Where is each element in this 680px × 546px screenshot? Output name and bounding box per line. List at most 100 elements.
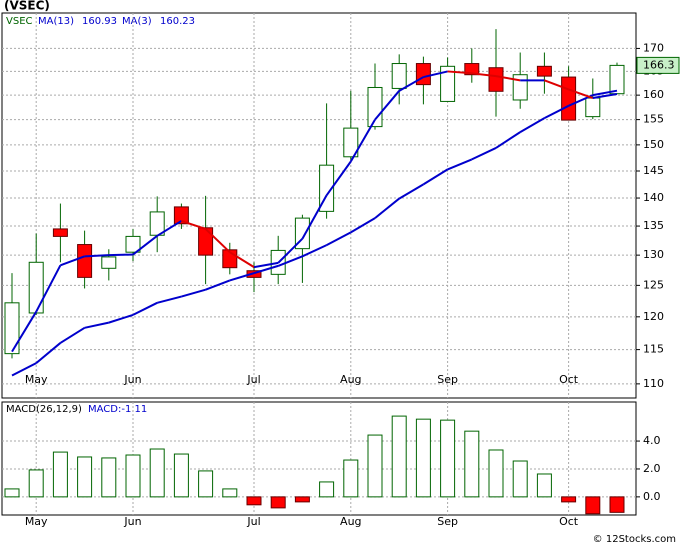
ma-line: [301, 194, 328, 240]
macd-bar: [561, 496, 577, 503]
macd-bar: [173, 453, 189, 498]
y-tick-label: 170: [643, 41, 664, 54]
x-tick-label: May: [25, 373, 48, 386]
legend-ma3-value: 160.23: [160, 16, 195, 27]
macd-bar: [294, 496, 310, 503]
x-tick-label: Sep: [437, 515, 458, 528]
x-tick-label: Jun: [123, 515, 141, 528]
ma-line: [423, 70, 448, 79]
y-tick-label: 125: [643, 278, 664, 291]
x-tick-label: Jul: [246, 515, 260, 528]
ma-line: [301, 244, 328, 258]
ma-line: [374, 197, 400, 219]
macd-bar: [367, 434, 383, 498]
candle-body: [28, 261, 44, 314]
y-tick-label: 0.0: [643, 490, 661, 503]
ma-line: [447, 70, 472, 75]
candle-body: [125, 235, 141, 253]
ma-line: [253, 264, 279, 275]
ma-line: [11, 362, 37, 377]
ma-line: [229, 272, 255, 282]
y-tick-label: 140: [643, 191, 664, 204]
ma-line: [205, 279, 231, 291]
ma-line: [471, 72, 497, 78]
ma-line: [398, 183, 424, 200]
ma-line: [326, 231, 352, 247]
ma-line: [592, 89, 618, 97]
legend-macd-value: MACD:-1.11: [88, 404, 147, 415]
watermark: © 12Stocks.com: [593, 534, 676, 545]
candle-body: [536, 65, 552, 77]
macd-bar: [464, 430, 480, 498]
macd-bar: [52, 451, 68, 498]
macd-panel: [1, 401, 637, 516]
ma-line: [181, 219, 206, 230]
ma-line: [132, 301, 158, 316]
y-tick-label: 160: [643, 88, 664, 101]
ma-line: [35, 342, 62, 364]
candle-body: [464, 63, 480, 76]
macd-bar: [488, 449, 504, 498]
ma-line: [277, 238, 304, 264]
ma-line: [568, 88, 594, 99]
price-box: [636, 56, 680, 74]
x-tick-label: Oct: [559, 515, 579, 528]
ma-line: [349, 119, 376, 162]
ma-line: [592, 93, 618, 100]
ma-line: [422, 168, 449, 186]
ma-line: [132, 235, 158, 256]
macd-bar: [246, 496, 262, 506]
macd-bar: [270, 496, 286, 509]
x-tick-label: Oct: [559, 373, 579, 386]
x-tick-label: Jul: [246, 373, 260, 386]
macd-bar: [125, 454, 141, 498]
macd-bar: [440, 419, 456, 498]
ma-line: [108, 313, 134, 324]
ma-line: [495, 131, 521, 149]
candle-body: [488, 67, 504, 92]
ma-line: [350, 217, 376, 234]
macd-bar: [609, 496, 625, 513]
ma-line: [374, 90, 400, 121]
x-tick-label: Aug: [340, 515, 361, 528]
legend-ma13: MA(13): [38, 16, 74, 27]
y-tick-label: 4.0: [643, 434, 661, 447]
y-tick-label: 120: [643, 310, 664, 323]
macd-bar: [77, 456, 93, 498]
macd-bar: [198, 470, 214, 498]
candle-body: [52, 228, 68, 237]
candle-body: [561, 76, 577, 121]
macd-bar: [101, 457, 117, 498]
y-tick-label: 150: [643, 138, 664, 151]
candle-body: [77, 244, 93, 278]
chart-title: (VSEC): [4, 0, 50, 13]
ma-line: [398, 76, 424, 92]
macd-bar: [343, 459, 359, 498]
ma-line: [11, 311, 38, 353]
macd-bar: [585, 496, 601, 515]
ma-line: [156, 295, 182, 304]
candle-body: [609, 64, 625, 95]
y-tick-label: 135: [643, 219, 664, 232]
ma-line: [253, 261, 279, 269]
ma-line: [543, 104, 570, 120]
candle-body: [440, 65, 456, 102]
legend-ma3: MA(3): [122, 16, 152, 27]
macd-bar: [415, 418, 431, 498]
ma-line: [60, 255, 85, 267]
macd-bar: [149, 448, 165, 498]
macd-bar: [319, 481, 335, 498]
ma-line: [325, 160, 352, 196]
y-tick-label: 2.0: [643, 462, 661, 475]
ma-line: [277, 255, 303, 267]
ma-line: [447, 158, 473, 171]
y-tick-label: 155: [643, 113, 664, 126]
ma-line: [181, 288, 206, 298]
legend-macd: MACD(26,12,9): [6, 404, 82, 415]
candle-body: [585, 97, 601, 118]
ma-line: [471, 147, 497, 161]
price-panel: [1, 12, 637, 399]
macd-bar: [512, 460, 528, 498]
macd-bar: [222, 488, 238, 498]
candle-body: [415, 63, 431, 86]
